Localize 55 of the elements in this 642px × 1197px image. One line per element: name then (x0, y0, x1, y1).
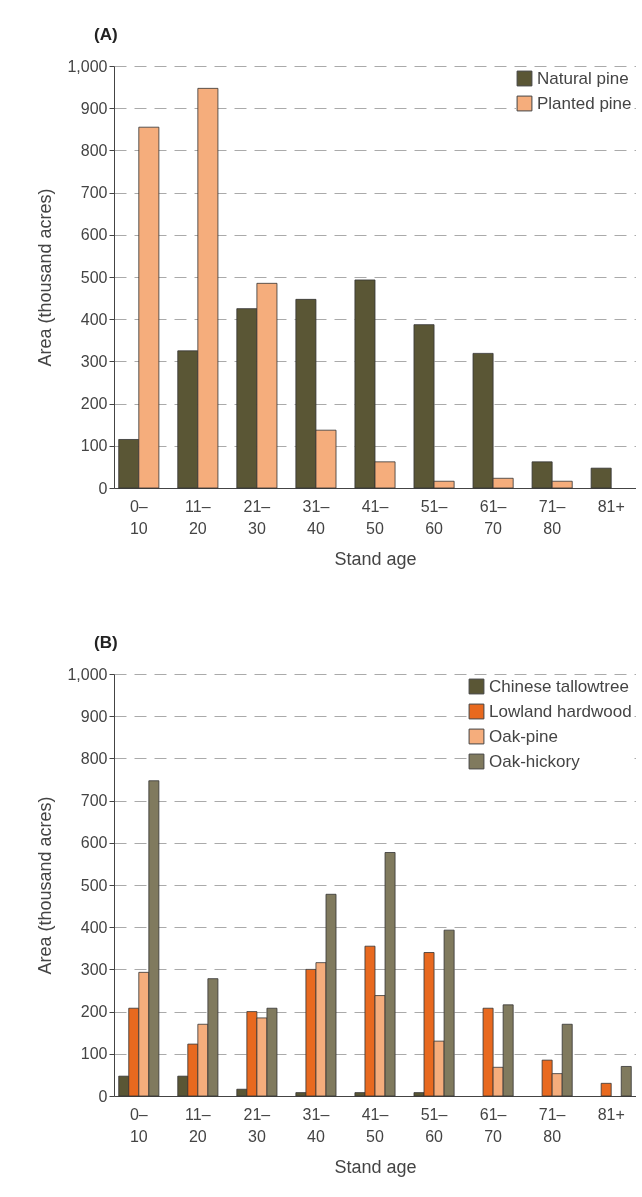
bar (590, 467, 612, 489)
y-tick-label: 900 (80, 707, 108, 725)
bar (600, 1082, 612, 1097)
x-tick-label: 81+ (597, 1105, 625, 1123)
y-tick-label: 700 (80, 184, 108, 202)
legend-label: Planted pine (537, 93, 632, 113)
y-tick-label: 400 (80, 310, 108, 328)
y-tick-label: 800 (80, 141, 108, 159)
y-tick-label: 300 (80, 352, 108, 370)
y-tick-label: 300 (80, 960, 108, 978)
y-axis-title: Area (thousand acres) (35, 188, 56, 367)
y-tick-label: 100 (80, 437, 108, 455)
x-tick-label: 41–50 (361, 497, 389, 537)
x-tick-label: 51–60 (420, 1105, 448, 1145)
y-axis-title: Area (thousand acres) (35, 796, 56, 975)
x-tick-label: 31–40 (302, 1105, 330, 1145)
y-tick-label: 700 (80, 792, 108, 810)
legend-label: Lowland hardwood (489, 701, 632, 721)
x-tick-label: 11–20 (185, 497, 211, 537)
x-tick-label: 61–70 (479, 497, 507, 537)
x-tick-label: 81+ (597, 497, 625, 515)
bar (620, 1066, 632, 1097)
x-tick-label: 61–70 (479, 1105, 507, 1145)
x-tick-label: 0–10 (129, 497, 148, 537)
y-tick-label: 200 (80, 395, 108, 413)
y-tick-label: 100 (80, 1045, 108, 1063)
x-tick-label: 71–80 (538, 1105, 566, 1145)
x-tick-label: 21–30 (243, 1105, 271, 1145)
x-tick-label: 31–40 (302, 497, 330, 537)
y-tick-label: 900 (80, 99, 108, 117)
y-tick-label: 600 (80, 226, 108, 244)
x-tick-label: 0–10 (129, 1105, 148, 1145)
y-tick-label: 600 (80, 834, 108, 852)
legend-label: Oak-hickory (489, 751, 581, 771)
y-tick-label: 500 (80, 268, 108, 286)
x-tick-label: 11–20 (185, 1105, 211, 1145)
y-tick-label: 0 (98, 1087, 108, 1105)
y-tick-label: 1,000 (67, 57, 108, 75)
legend-label: Chinese tallowtree (489, 676, 629, 696)
chart-title: (A) (94, 25, 118, 44)
y-tick-label: 800 (80, 749, 108, 767)
x-tick-label: 51–60 (420, 497, 448, 537)
x-tick-label: 71–80 (538, 497, 566, 537)
x-tick-label: 21–30 (243, 497, 271, 537)
legend-label: Oak-pine (489, 726, 558, 746)
x-axis-title: Stand age (334, 548, 417, 569)
x-axis-title: Stand age (334, 1156, 417, 1177)
legend-label: Natural pine (537, 68, 629, 88)
y-tick-label: 1,000 (67, 665, 108, 683)
y-tick-label: 400 (80, 918, 108, 936)
y-tick-label: 0 (98, 479, 108, 497)
x-tick-label: 41–50 (361, 1105, 389, 1145)
chart-title: (B) (94, 633, 118, 652)
y-tick-label: 200 (80, 1003, 108, 1021)
y-tick-label: 500 (80, 876, 108, 894)
